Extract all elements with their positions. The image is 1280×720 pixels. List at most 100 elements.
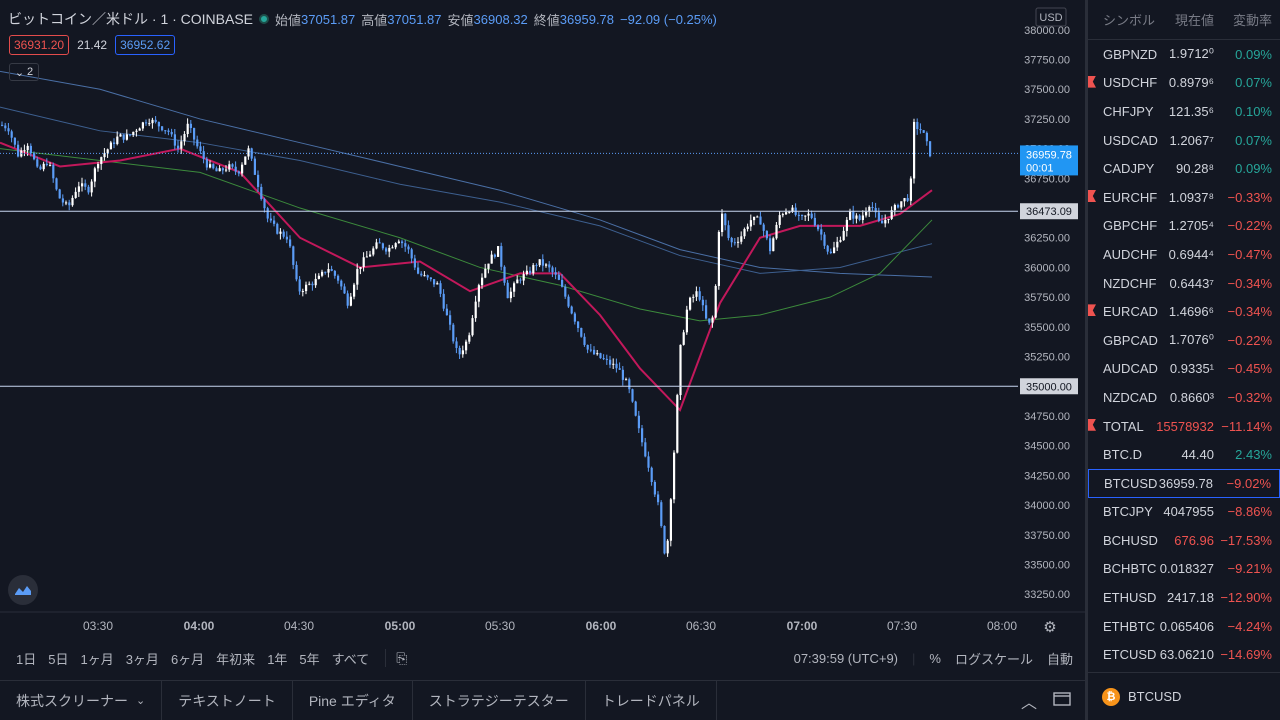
flag-icon[interactable] [1088, 304, 1096, 317]
range-button[interactable]: 6ヶ月 [170, 651, 205, 667]
row-price: 0.065406 [1159, 618, 1214, 634]
watchlist-row[interactable]: AUDCHF 0.6944⁴ −0.47% [1088, 240, 1280, 269]
candle-body [397, 241, 400, 244]
tab-stock-screener[interactable]: 株式スクリーナー ⌄ [0, 681, 163, 720]
range-button[interactable]: 3ヶ月 [125, 651, 159, 667]
date-range-icon[interactable]: ⎘ [396, 649, 408, 666]
watchlist-row[interactable]: ETCUSD 63.06210 −14.69% [1088, 640, 1280, 669]
watchlist-row[interactable]: CHFJPY 121.35⁶ 0.10% [1088, 97, 1280, 126]
percent-button[interactable]: % [929, 650, 941, 666]
watchlist-row[interactable]: BTC.D 44.40 2.43% [1088, 440, 1280, 469]
col-change[interactable]: 変動率 [1232, 13, 1272, 28]
tradingview-logo-icon[interactable] [8, 575, 38, 605]
auto-scale-button[interactable]: 自動 [1046, 651, 1073, 667]
sell-price-button[interactable]: 36931.20 [9, 35, 70, 55]
candle-body [893, 204, 896, 211]
range-button[interactable]: 年初来 [216, 651, 256, 667]
candle-body [692, 296, 695, 298]
watchlist-row[interactable]: NZDCAD 0.8660³ −0.32% [1088, 383, 1280, 412]
watchlist-row[interactable]: BTCUSD 36959.78 −9.02% [1088, 468, 1280, 498]
candle-body [858, 215, 861, 220]
tab-trade-panel[interactable]: トレードパネル [586, 681, 717, 720]
candle-body [477, 285, 480, 302]
candle-body [628, 379, 631, 390]
candle-body [564, 286, 567, 297]
candle-body [737, 241, 740, 243]
chart-area[interactable]: 38000.0037750.0037500.0037250.0037000.00… [0, 0, 1085, 640]
watchlist-row[interactable]: BCHBTC 0.018327 −9.21% [1088, 555, 1280, 584]
candle-body [100, 157, 103, 165]
candle-body [637, 415, 640, 429]
watchlist-panel: シンボル 現在値 変動率 GBPNZD 1.9712⁰ 0.09% USDCHF 0.8… [1088, 0, 1280, 672]
close-value: 36959.78 [559, 11, 615, 27]
maximize-panel-icon[interactable] [1053, 692, 1071, 709]
buy-price-button[interactable]: 36952.62 [115, 35, 176, 55]
candle-body [298, 279, 301, 292]
candle-body [516, 279, 519, 284]
candle-body [58, 189, 61, 199]
candle-body [125, 134, 128, 140]
gear-icon[interactable]: ⚙ [1043, 619, 1056, 636]
watchlist-row[interactable]: CADJPY 90.28⁸ 0.09% [1088, 154, 1280, 183]
flag-icon[interactable] [1088, 75, 1096, 88]
flag-icon[interactable] [1088, 189, 1096, 202]
watchlist-row[interactable]: TOTAL 15578932 −11.14% [1088, 412, 1280, 441]
candle-body [215, 168, 218, 172]
log-scale-button[interactable]: ログスケール [954, 651, 1033, 667]
panel-divider[interactable] [1085, 0, 1088, 720]
tab-text-notes[interactable]: テキストノート [162, 681, 293, 720]
row-change: −0.34% [1227, 275, 1272, 291]
candle-body [769, 238, 772, 252]
range-button[interactable]: 5日 [48, 651, 69, 667]
range-button[interactable]: 1年 [267, 651, 288, 667]
candle-body [849, 211, 852, 220]
watchlist-row[interactable]: NZDCHF 0.6443⁷ −0.34% [1088, 269, 1280, 298]
clock[interactable]: 07:39:59 (UTC+9) [793, 650, 899, 666]
candle-body [81, 183, 84, 187]
watchlist-row[interactable]: EURCAD 1.4696⁶ −0.34% [1088, 297, 1280, 326]
range-button[interactable]: すべて [331, 651, 370, 667]
candle-body [519, 279, 522, 281]
candle-body [698, 291, 701, 300]
price-tick-label: 35750.00 [1024, 292, 1070, 304]
candle-body [615, 363, 618, 369]
watchlist-row[interactable]: AUDCAD 0.9335¹ −0.45% [1088, 355, 1280, 384]
candle-body [164, 130, 167, 132]
tab-pine-editor[interactable]: Pine エディタ [293, 681, 413, 720]
row-price: 0.018327 [1159, 561, 1214, 577]
watchlist-row[interactable]: USDCAD 1.2067⁷ 0.07% [1088, 126, 1280, 155]
tab-strategy-tester[interactable]: ストラテジーテスター [413, 681, 586, 720]
watchlist-row[interactable]: GBPNZD 1.9712⁰ 0.09% [1088, 40, 1280, 69]
indicators-toggle-button[interactable]: ⌄ 2 [9, 63, 39, 81]
watchlist-row[interactable]: ETHUSD 2417.18 −12.90% [1088, 583, 1280, 612]
open-value: 37051.87 [301, 11, 356, 27]
watchlist-row[interactable]: ETHBTC 0.065406 −4.24% [1088, 612, 1280, 641]
candle-body [23, 150, 26, 152]
candle-body [205, 159, 208, 168]
watchlist-row[interactable]: GBPCHF 1.2705⁴ −0.22% [1088, 212, 1280, 241]
watchlist-row[interactable]: BCHUSD 676.96 −17.53% [1088, 526, 1280, 555]
chevron-up-icon[interactable]: ︿ [1020, 694, 1037, 712]
candle-body [445, 308, 448, 316]
watchlist-footer[interactable]: ₿ BTCUSD [1088, 672, 1280, 720]
flag-icon[interactable] [1088, 418, 1096, 431]
range-button[interactable]: 1ヶ月 [80, 651, 114, 667]
col-price[interactable]: 現在値 [1174, 13, 1214, 28]
price-chart[interactable]: 38000.0037750.0037500.0037250.0037000.00… [0, 0, 1085, 640]
price-tick-label: 36750.00 [1024, 173, 1070, 185]
watchlist-row[interactable]: BTCJPY 4047955 −8.86% [1088, 498, 1280, 527]
candle-body [234, 166, 237, 172]
range-button[interactable]: 5年 [299, 651, 320, 667]
symbol-title[interactable]: ビットコイン／米ドル · 1 · COINBASE [8, 11, 254, 27]
watchlist-row[interactable]: USDCHF 0.8979⁶ 0.07% [1088, 69, 1280, 98]
watchlist-row[interactable]: EURCHF 1.0937⁸ −0.33% [1088, 183, 1280, 212]
col-symbol[interactable]: シンボル [1103, 13, 1156, 28]
candle-body [855, 215, 858, 219]
range-button[interactable]: 1日 [16, 651, 37, 667]
candle-body [282, 231, 285, 237]
row-change: −12.90% [1220, 590, 1272, 606]
watchlist-row[interactable]: GBPCAD 1.7076⁰ −0.22% [1088, 326, 1280, 355]
candle-body [311, 283, 314, 286]
panel-controls: ︿ [1021, 689, 1071, 713]
row-symbol: USDCAD [1103, 132, 1158, 148]
